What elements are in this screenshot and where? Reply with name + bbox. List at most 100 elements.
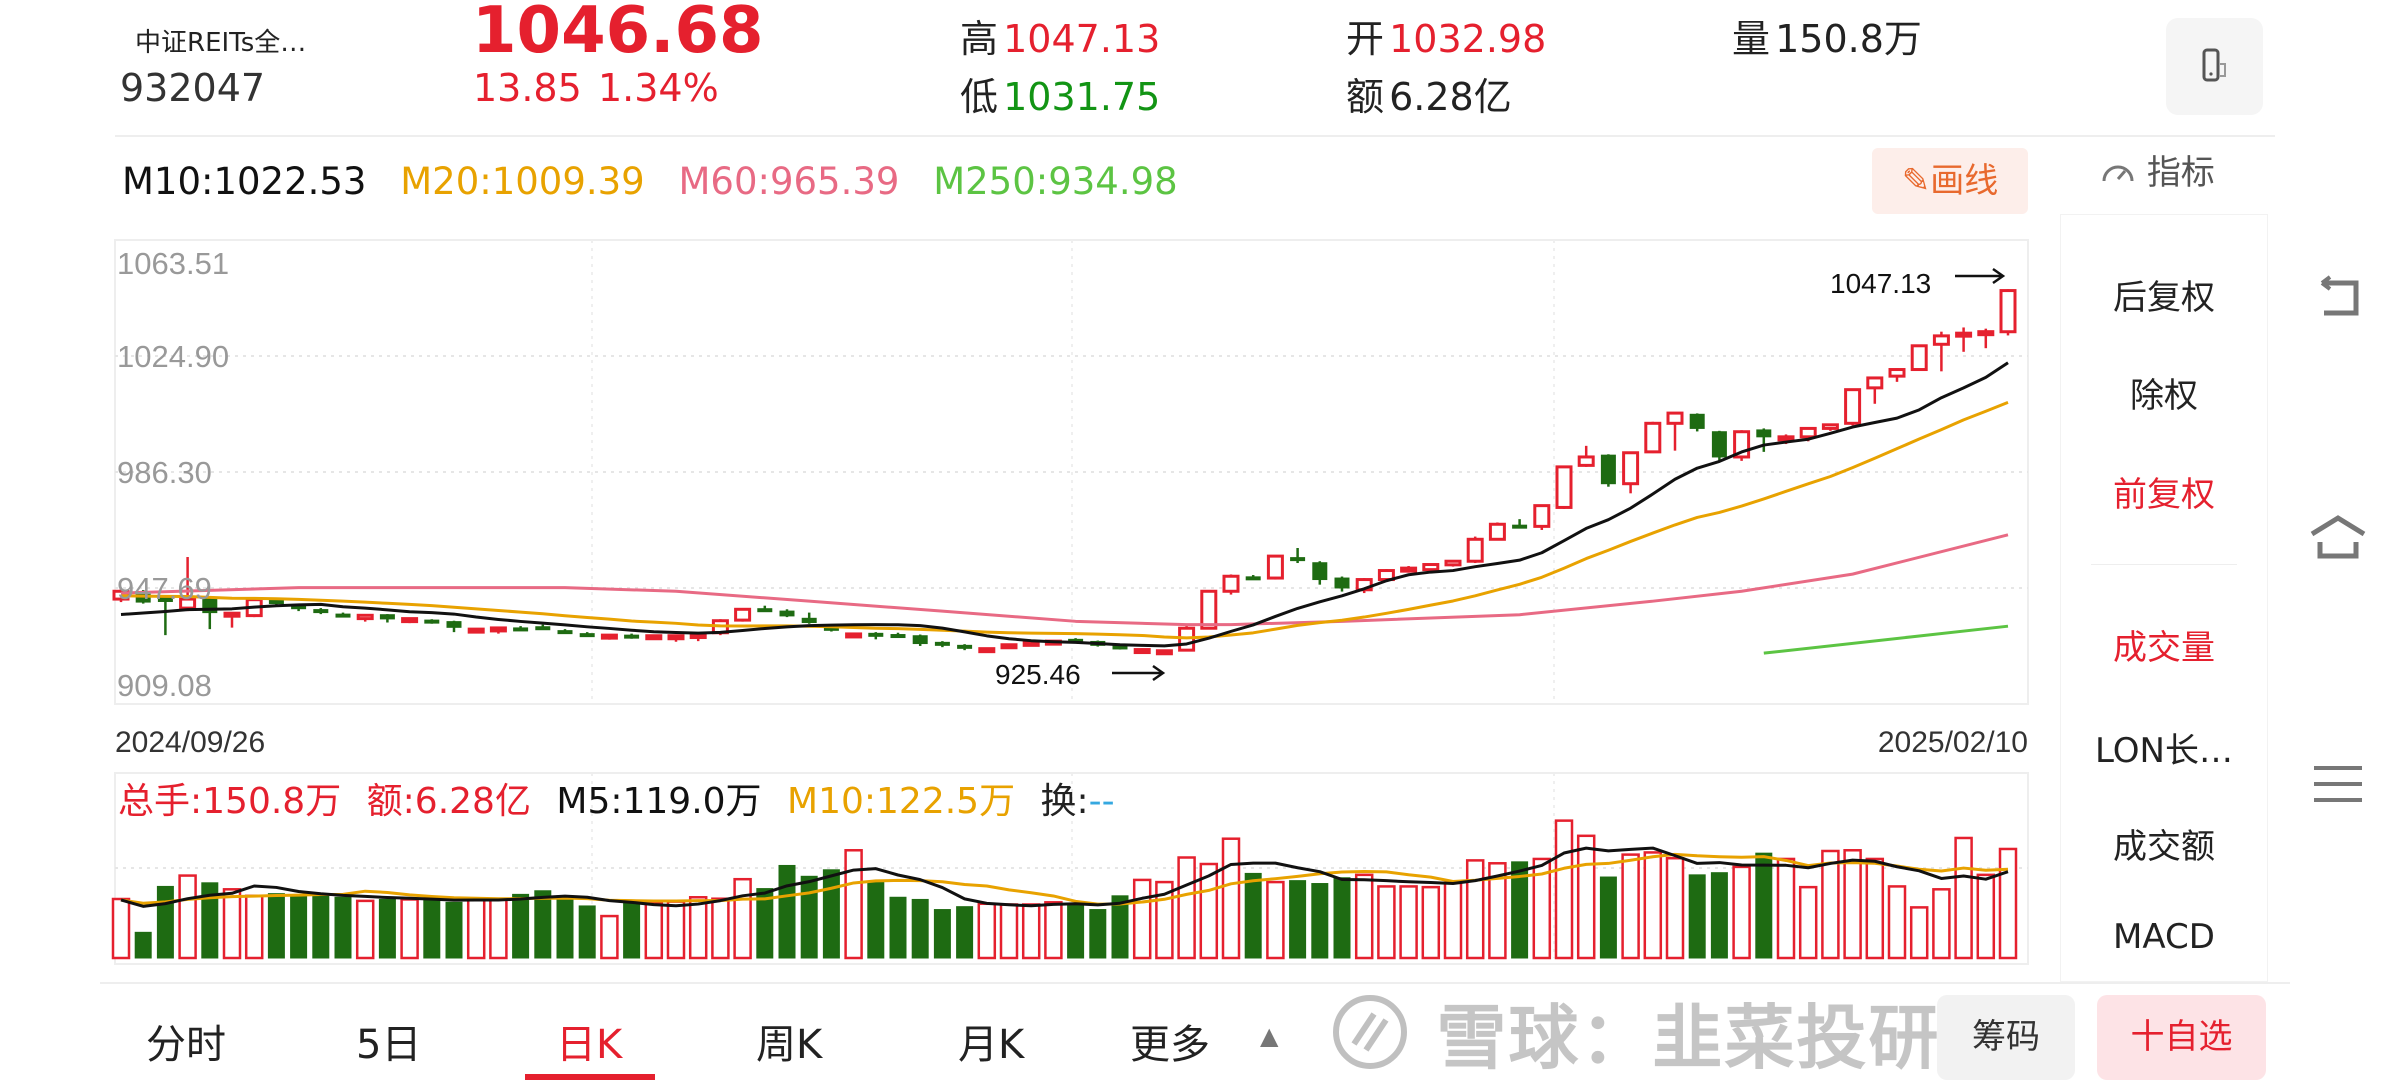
security-code: 932047	[120, 66, 266, 110]
candle-body	[1155, 649, 1173, 656]
volume-bar	[1755, 852, 1773, 959]
volume-stat: 量 150.8万	[1732, 8, 1922, 63]
candle-body	[467, 627, 485, 634]
max-price-label: 1047.13	[1830, 268, 1931, 299]
add-watchlist-button[interactable]: 十自选	[2097, 995, 2266, 1080]
volume-bar	[334, 896, 352, 959]
candle-body	[1910, 344, 1928, 372]
tab-weekly-k[interactable]: 周K	[756, 1022, 823, 1068]
candle-body	[1222, 574, 1240, 593]
chips-button[interactable]: 筹码	[1937, 995, 2075, 1080]
back-icon[interactable]	[2310, 275, 2366, 321]
menu-item-ex-rights[interactable]: 除权	[2130, 376, 2198, 416]
candle-body	[1400, 566, 1418, 573]
menu-item-pre-adjusted[interactable]: 前复权	[2113, 475, 2215, 515]
volume-bar	[911, 898, 929, 959]
candle-body	[689, 633, 707, 640]
tab-5day[interactable]: 5日	[356, 1022, 422, 1068]
candle-body	[890, 634, 906, 639]
volume-bar	[844, 849, 863, 960]
menu-item-lon[interactable]: LON长…	[2095, 731, 2233, 771]
candle-body	[667, 634, 685, 641]
volume-bar	[466, 898, 486, 960]
candle-body	[645, 634, 663, 641]
y-axis-labels: 1063.51 1024.90 986.30 947.69 909.08	[117, 246, 229, 703]
volume-bar	[1021, 903, 1041, 960]
volume-label: 量	[1732, 17, 1771, 61]
turnover-value: --	[1088, 781, 1115, 822]
tab-monthly-k[interactable]: 月K	[958, 1022, 1025, 1068]
candle-body	[1266, 554, 1284, 580]
candle-body	[1022, 640, 1040, 647]
volume-bar	[290, 895, 308, 959]
candle-body	[1334, 577, 1350, 589]
volume-bar	[1044, 901, 1063, 960]
candle-body	[1932, 334, 1950, 346]
landscape-toggle-button[interactable]	[2166, 18, 2263, 115]
volume-bar	[623, 902, 641, 959]
candle-body	[600, 633, 618, 640]
x-end-label: 2025/02/10	[1878, 726, 2028, 759]
candle-body	[868, 632, 884, 637]
gauge-icon	[2102, 165, 2134, 182]
candle-body	[535, 626, 551, 631]
volume-bar	[1732, 865, 1751, 960]
candle-body	[1444, 559, 1462, 567]
tab-daily-k[interactable]: 日K	[556, 1022, 623, 1068]
volume-bar	[1311, 883, 1329, 959]
volume-bar	[756, 888, 774, 959]
menu-item-macd[interactable]: MACD	[2113, 917, 2215, 957]
volume-bar	[1798, 885, 1818, 960]
volume-bar	[1887, 885, 1907, 960]
x-start-label: 2024/09/26	[115, 726, 265, 759]
indicator-button[interactable]: 指标	[2100, 145, 2215, 194]
y-tick-label: 1024.90	[117, 339, 229, 374]
home-icon[interactable]	[2308, 512, 2368, 562]
candle-body	[446, 621, 462, 628]
volume-bar	[1954, 836, 1973, 960]
volume-bar	[1266, 880, 1285, 960]
volume-bar	[534, 890, 552, 959]
y-tick-label: 947.69	[117, 571, 212, 606]
candle-body	[489, 626, 507, 633]
volume-bar	[201, 882, 219, 959]
ma10-line	[120, 361, 2009, 648]
volume-bar	[1665, 856, 1685, 960]
menu-item-post-adjusted[interactable]: 后复权	[2113, 278, 2215, 318]
volume-bar	[1244, 872, 1262, 959]
volume-bar	[1377, 885, 1396, 960]
menu-item-amount[interactable]: 成交额	[2113, 827, 2215, 867]
ma60-label: M60:965.39	[678, 160, 900, 203]
candle-body	[801, 617, 817, 624]
candle-body	[1644, 421, 1662, 454]
ma250-label: M250:934.98	[933, 160, 1178, 203]
active-tab-indicator	[525, 1074, 655, 1080]
volume-bar	[1132, 878, 1152, 960]
caret-up-icon[interactable]: ▲	[1260, 1022, 1279, 1050]
candle-body	[845, 632, 863, 639]
volume-bar	[733, 877, 752, 960]
volume-bar	[1976, 873, 1996, 960]
candle-body	[313, 609, 329, 614]
candle-body	[1466, 537, 1484, 563]
candle-body	[1600, 454, 1616, 485]
draw-line-button[interactable]: ✎画线	[1872, 148, 2028, 214]
tab-intraday[interactable]: 分时	[146, 1022, 226, 1068]
volume-bar	[1511, 861, 1529, 959]
volume-bar	[889, 896, 907, 959]
min-price-label: 925.46	[995, 659, 1081, 690]
candle-body	[757, 608, 773, 613]
volume-bar	[512, 893, 530, 959]
volume-bar	[1465, 859, 1485, 960]
menu-icon[interactable]	[2312, 762, 2364, 806]
volume-bar	[489, 898, 508, 960]
menu-item-volume[interactable]: 成交量	[2113, 628, 2215, 668]
candle-body	[734, 607, 752, 622]
volume-bar	[1643, 851, 1663, 960]
volume-bar	[688, 896, 708, 960]
tab-more[interactable]: 更多	[1130, 1022, 1210, 1068]
candle-body	[957, 644, 973, 649]
candle-body	[1622, 451, 1640, 486]
candle-body	[1133, 648, 1151, 655]
